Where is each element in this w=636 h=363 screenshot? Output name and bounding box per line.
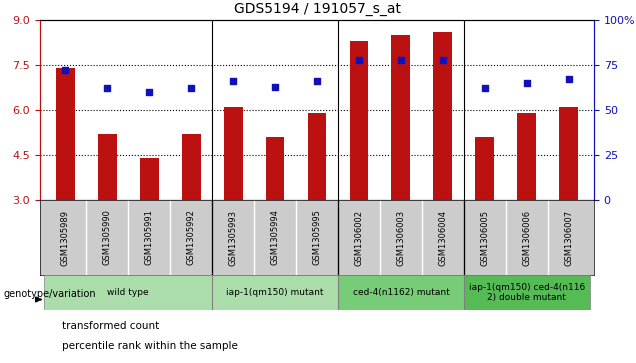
Bar xyxy=(464,275,590,310)
Bar xyxy=(518,113,536,200)
Point xyxy=(186,86,196,91)
Bar xyxy=(350,41,368,200)
Point xyxy=(312,78,322,84)
Title: GDS5194 / 191057_s_at: GDS5194 / 191057_s_at xyxy=(233,2,401,16)
Text: GSM1306002: GSM1306002 xyxy=(354,209,363,265)
Text: GSM1306003: GSM1306003 xyxy=(396,209,405,266)
Bar xyxy=(476,137,494,200)
Text: GSM1305993: GSM1305993 xyxy=(228,209,238,265)
Text: GSM1305994: GSM1305994 xyxy=(270,209,280,265)
Bar xyxy=(182,134,200,200)
Point xyxy=(396,57,406,62)
Text: iap-1(qm150) ced-4(n116
2) double mutant: iap-1(qm150) ced-4(n116 2) double mutant xyxy=(469,283,585,302)
Text: GSM1306007: GSM1306007 xyxy=(564,209,573,266)
Bar xyxy=(434,32,452,200)
Bar xyxy=(224,107,242,200)
Text: GSM1305989: GSM1305989 xyxy=(60,209,70,265)
Bar xyxy=(140,158,158,200)
Text: percentile rank within the sample: percentile rank within the sample xyxy=(62,341,238,351)
Point xyxy=(144,89,154,95)
Text: GSM1305990: GSM1305990 xyxy=(102,209,112,265)
Point xyxy=(438,57,448,62)
Text: GSM1305995: GSM1305995 xyxy=(312,209,322,265)
Text: iap-1(qm150) mutant: iap-1(qm150) mutant xyxy=(226,288,324,297)
Text: GSM1306004: GSM1306004 xyxy=(438,209,447,265)
Bar xyxy=(212,275,338,310)
Bar xyxy=(308,113,326,200)
Bar xyxy=(266,137,284,200)
Point xyxy=(480,86,490,91)
Text: transformed count: transformed count xyxy=(62,321,160,331)
Bar xyxy=(44,275,212,310)
Bar xyxy=(560,107,578,200)
Text: genotype/variation: genotype/variation xyxy=(3,289,96,299)
Point xyxy=(102,86,112,91)
Text: GSM1306006: GSM1306006 xyxy=(522,209,531,266)
Point xyxy=(60,68,70,73)
Text: GSM1305992: GSM1305992 xyxy=(186,209,196,265)
Text: GSM1305991: GSM1305991 xyxy=(144,209,154,265)
Point xyxy=(228,78,238,84)
Text: wild type: wild type xyxy=(107,288,149,297)
Point xyxy=(522,80,532,86)
Bar xyxy=(98,134,116,200)
Text: ced-4(n1162) mutant: ced-4(n1162) mutant xyxy=(352,288,449,297)
Bar xyxy=(56,68,74,200)
Text: GSM1306005: GSM1306005 xyxy=(480,209,489,265)
Bar xyxy=(338,275,464,310)
Point xyxy=(563,77,574,82)
Bar xyxy=(392,35,410,200)
Point xyxy=(354,57,364,62)
Point xyxy=(270,84,280,90)
